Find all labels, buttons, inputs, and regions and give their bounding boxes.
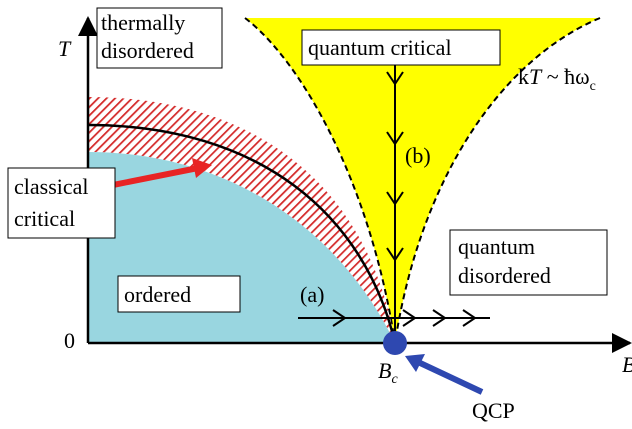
- blue-arrow: [416, 359, 484, 395]
- region-label: classical: [14, 174, 89, 199]
- qcp-label: QCP: [472, 398, 515, 423]
- region-label: disordered: [101, 38, 194, 63]
- region-label: quantum critical: [308, 35, 452, 60]
- label-box: [449, 229, 608, 296]
- path-b-arrows: [386, 71, 404, 262]
- region-label: disordered: [458, 263, 551, 288]
- region-label: quantum: [458, 234, 535, 259]
- label-box: [96, 7, 223, 69]
- origin-label: 0: [64, 328, 75, 353]
- region-label: ordered: [124, 282, 191, 307]
- y-axis-label: T: [58, 36, 72, 61]
- crossover-line: [244, 17, 396, 344]
- bc-label: Bc: [378, 358, 398, 387]
- path-a-arrows: [332, 309, 477, 327]
- classical-critical-band: [88, 97, 395, 343]
- label-box: [301, 29, 501, 66]
- x-axis-label: B: [622, 352, 632, 377]
- crossover-label: kT ~ ħωc: [518, 64, 596, 94]
- label-box: [7, 167, 116, 239]
- path-label: (b): [405, 143, 431, 168]
- path-label: (a): [300, 282, 324, 307]
- crossover-line: [394, 17, 601, 344]
- red-arrow-head: [192, 158, 212, 178]
- quantum-critical-region: [245, 18, 600, 343]
- red-arrow: [107, 165, 199, 189]
- phase-boundary: [87, 123, 397, 344]
- qcp-point: [383, 331, 407, 355]
- blue-arrow-head: [405, 354, 425, 372]
- region-label: critical: [14, 206, 75, 231]
- region-label: thermally: [101, 10, 185, 35]
- label-box: [117, 275, 241, 313]
